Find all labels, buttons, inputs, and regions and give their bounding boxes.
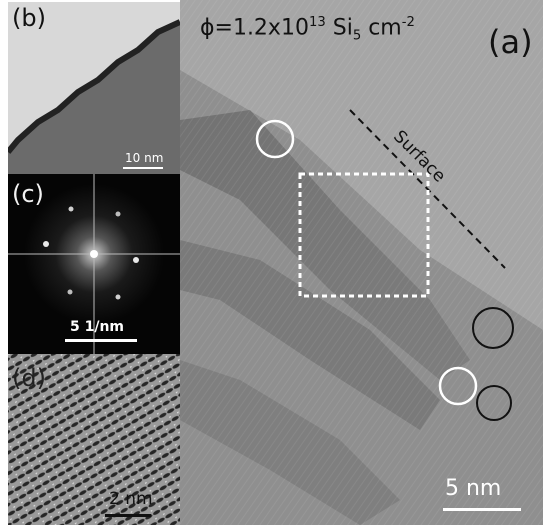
panel-c-scalebar-label: 5 1/nm bbox=[70, 319, 125, 335]
panel-b: (b) 10 nm bbox=[8, 2, 180, 174]
dose-title: ϕ=1.2x1013 Si5 cm-2 bbox=[200, 16, 415, 43]
panel-c-scalebar bbox=[65, 339, 137, 342]
panel-d: (d) 2 nm bbox=[8, 354, 180, 525]
panel-d-image bbox=[8, 354, 180, 525]
panel-a-scalebar-label: 5 nm bbox=[445, 476, 502, 501]
panel-a-image bbox=[180, 0, 543, 525]
panel-b-scalebar bbox=[123, 167, 163, 169]
panel-b-image bbox=[8, 2, 180, 174]
dose-title-prefix: ϕ=1.2x10 bbox=[200, 15, 309, 41]
panel-a-label: (a) bbox=[488, 23, 533, 61]
panel-d-scalebar-label: 2 nm bbox=[109, 489, 153, 509]
dose-title-exponent: 13 bbox=[308, 15, 326, 30]
panel-b-label: (b) bbox=[12, 4, 46, 32]
panel-c: (c) 5 1/nm bbox=[8, 174, 180, 354]
dose-title-unit: cm bbox=[361, 15, 402, 41]
panel-c-image bbox=[8, 174, 180, 354]
panel-d-scalebar bbox=[105, 514, 151, 517]
panel-c-label: (c) bbox=[12, 180, 44, 208]
panel-b-scalebar-label: 10 nm bbox=[125, 151, 164, 165]
dose-title-species: Si bbox=[325, 15, 353, 41]
dose-title-subscript: 5 bbox=[352, 28, 362, 44]
panel-d-label: (d) bbox=[12, 364, 46, 392]
panel-a: ϕ=1.2x1013 Si5 cm-2 (a) Surface 5 nm bbox=[180, 0, 543, 525]
dose-title-unit-exponent: -2 bbox=[401, 15, 415, 30]
panel-a-scalebar bbox=[443, 508, 521, 511]
